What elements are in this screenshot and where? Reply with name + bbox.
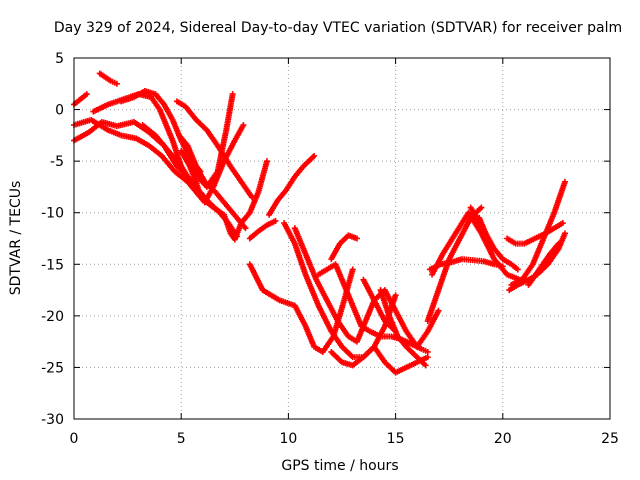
data-point <box>354 235 361 242</box>
y-tick-label: 5 <box>55 51 64 67</box>
data-point <box>559 220 566 227</box>
plot-frame <box>73 57 611 420</box>
data-point <box>233 233 240 240</box>
x-tick-label: 10 <box>279 431 297 447</box>
data-point <box>422 362 429 369</box>
series-s27 <box>508 178 568 288</box>
data-point <box>248 194 255 201</box>
series-s26 <box>476 214 496 252</box>
series-s7 <box>139 122 191 180</box>
y-tick-label: -30 <box>41 412 64 428</box>
series-s20 <box>377 287 429 369</box>
data-point <box>514 266 521 273</box>
chart-title: Day 329 of 2024, Sidereal Day-to-day VTE… <box>54 20 622 36</box>
data-point <box>240 122 247 129</box>
series-s3 <box>96 70 120 87</box>
data-point <box>555 240 562 247</box>
axis-ticks: 0 5 10 15 20 25 5 0 -5 -10 -15 -20 -25 -30 <box>41 51 619 447</box>
y-tick-label: -25 <box>41 360 64 376</box>
y-tick-label: -10 <box>41 206 64 222</box>
data-point <box>478 204 485 211</box>
data-point <box>349 266 356 273</box>
series-s13 <box>266 152 318 218</box>
series-s30 <box>525 240 562 288</box>
x-tick-label: 15 <box>387 431 405 447</box>
data-points <box>71 70 568 376</box>
data-point <box>489 245 496 252</box>
data-point <box>113 80 120 87</box>
data-point <box>561 230 568 237</box>
series-s24 <box>426 256 506 273</box>
data-point <box>561 178 568 185</box>
series-s21 <box>360 276 399 335</box>
x-axis-label: GPS time / hours <box>281 458 398 474</box>
data-point <box>499 263 506 270</box>
data-point <box>229 91 236 98</box>
x-tick-label: 25 <box>601 431 619 447</box>
data-point <box>263 158 270 165</box>
series-s17 <box>291 225 442 350</box>
data-point <box>242 225 249 232</box>
series-s18 <box>328 343 431 376</box>
series-s29 <box>504 220 566 247</box>
series-s19 <box>328 232 361 263</box>
x-tick-label: 0 <box>70 431 79 447</box>
data-point <box>272 217 279 224</box>
y-tick-label: 0 <box>55 103 64 119</box>
y-tick-label: -15 <box>41 257 64 273</box>
data-point <box>424 348 431 355</box>
series-s11 <box>173 98 255 201</box>
data-point <box>184 173 191 180</box>
series-s10 <box>176 132 249 232</box>
y-tick-label: -5 <box>50 154 64 170</box>
y-axis-label: SDTVAR / TECUs <box>8 181 24 296</box>
data-point <box>424 354 431 361</box>
x-tick-label: 20 <box>494 431 512 447</box>
data-point <box>83 91 90 98</box>
data-point <box>435 307 442 314</box>
data-point <box>392 328 399 335</box>
x-tick-label: 5 <box>177 431 186 447</box>
series-s12 <box>246 217 279 242</box>
y-tick-label: -20 <box>41 309 64 325</box>
data-point <box>392 292 399 299</box>
data-point <box>311 152 318 159</box>
